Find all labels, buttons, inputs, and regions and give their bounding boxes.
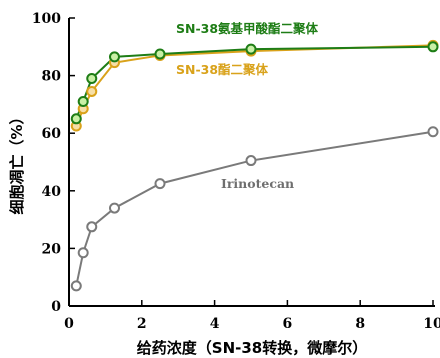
- data-point-0: [109, 51, 120, 63]
- data-point-2: [109, 202, 120, 214]
- series-line-0: [75, 45, 434, 120]
- x-tick-label: 0: [64, 316, 74, 332]
- x-tick-label: 2: [137, 316, 147, 332]
- data-point-1: [86, 85, 98, 97]
- x-tick-label: 10: [423, 316, 440, 332]
- x-tick-label: 4: [210, 316, 220, 332]
- x-tick-label: 6: [283, 316, 293, 332]
- y-tick-label: 80: [42, 69, 62, 85]
- data-point-0: [427, 41, 439, 53]
- y-tick-label: 40: [42, 184, 62, 200]
- data-point-0: [245, 43, 257, 55]
- data-point-0: [154, 48, 166, 60]
- series-label-carbamate-dimer: SN-38氨基甲酸酯二聚体: [176, 21, 319, 36]
- y-axis-title: 细胞凋亡（%）: [8, 109, 26, 214]
- y-tick-label: 60: [42, 126, 62, 142]
- ticks: [68, 17, 434, 307]
- series-label-ester-dimer: SN-38酯二聚体: [176, 62, 269, 77]
- series-line-1: [75, 44, 434, 127]
- series-lines: [75, 44, 434, 287]
- series-markers: [70, 39, 439, 292]
- data-point-0: [86, 72, 98, 84]
- data-point-2: [86, 221, 98, 233]
- data-point-2: [154, 178, 166, 190]
- y-tick-label: 100: [32, 11, 61, 27]
- data-point-0: [77, 96, 89, 108]
- data-point-0: [70, 113, 82, 125]
- data-point-2: [70, 280, 82, 292]
- y-tick-label: 0: [51, 299, 61, 315]
- y-tick-label: 20: [42, 241, 62, 257]
- axes: [68, 18, 435, 307]
- data-point-2: [77, 247, 89, 259]
- x-tick-label: 8: [355, 316, 365, 332]
- data-point-2: [245, 155, 257, 167]
- series-label-irinotecan: Irinotecan: [221, 176, 294, 191]
- series-line-2: [75, 130, 434, 287]
- data-point-2: [427, 126, 439, 138]
- x-axis-title: 给药浓度（SN-38转换，微摩尔）: [137, 339, 367, 357]
